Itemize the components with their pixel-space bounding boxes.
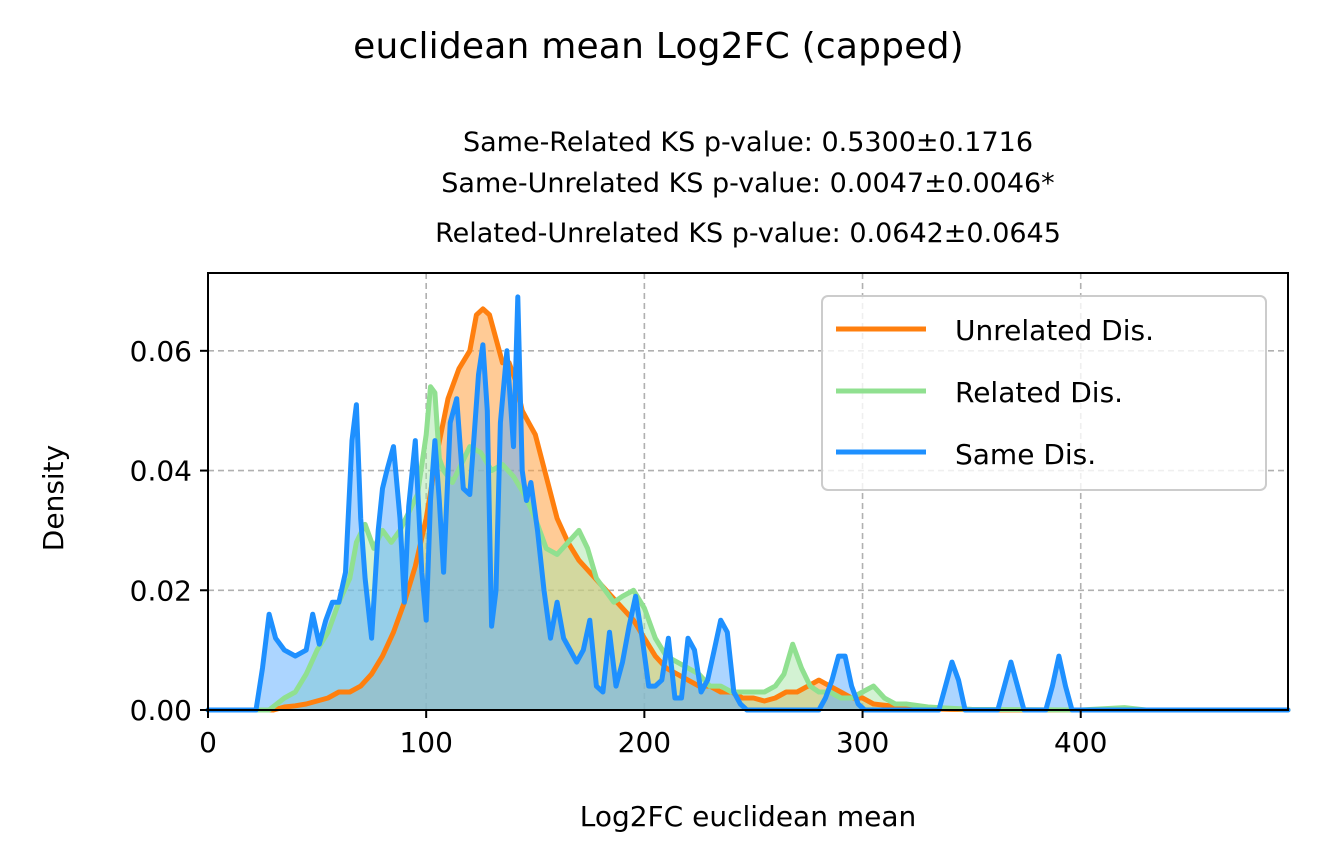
subtitle-line-2: Same-Unrelated KS p-value: 0.0047±0.0046… xyxy=(441,168,1055,199)
y-tick-label: 0.06 xyxy=(130,335,192,368)
chart-title: euclidean mean Log2FC (capped) xyxy=(353,26,964,67)
series-lines xyxy=(205,294,1291,713)
legend: Unrelated Dis. Related Dis. Same Dis. xyxy=(821,295,1267,491)
legend-box xyxy=(821,295,1267,491)
series-line-same xyxy=(205,294,1291,713)
y-tick-label: 0.00 xyxy=(130,694,192,727)
legend-label-same: Same Dis. xyxy=(955,438,1096,471)
x-tick-label: 0 xyxy=(199,726,217,759)
legend-label-related: Related Dis. xyxy=(955,376,1123,409)
subtitle-line-1: Same-Related KS p-value: 0.5300±0.1716 xyxy=(462,127,1034,158)
plot-frame xyxy=(207,272,1289,711)
x-tick-label: 300 xyxy=(836,726,889,759)
subtitle-line-3: Related-Unrelated KS p-value: 0.0642±0.0… xyxy=(435,218,1061,249)
x-tick-label: 400 xyxy=(1054,726,1107,759)
x-tick-label: 100 xyxy=(399,726,452,759)
axis-ticks: 0 100 200 300 400 0.00 0.02 0.04 0.06 xyxy=(130,335,1108,759)
y-tick-label: 0.04 xyxy=(130,455,192,488)
x-tick-label: 200 xyxy=(618,726,671,759)
y-tick-label: 0.02 xyxy=(130,574,192,607)
legend-label-unrelated: Unrelated Dis. xyxy=(955,314,1154,347)
series-line-related xyxy=(205,384,1291,713)
y-axis-label: Density xyxy=(37,445,70,551)
x-axis-label: Log2FC euclidean mean xyxy=(580,800,917,833)
